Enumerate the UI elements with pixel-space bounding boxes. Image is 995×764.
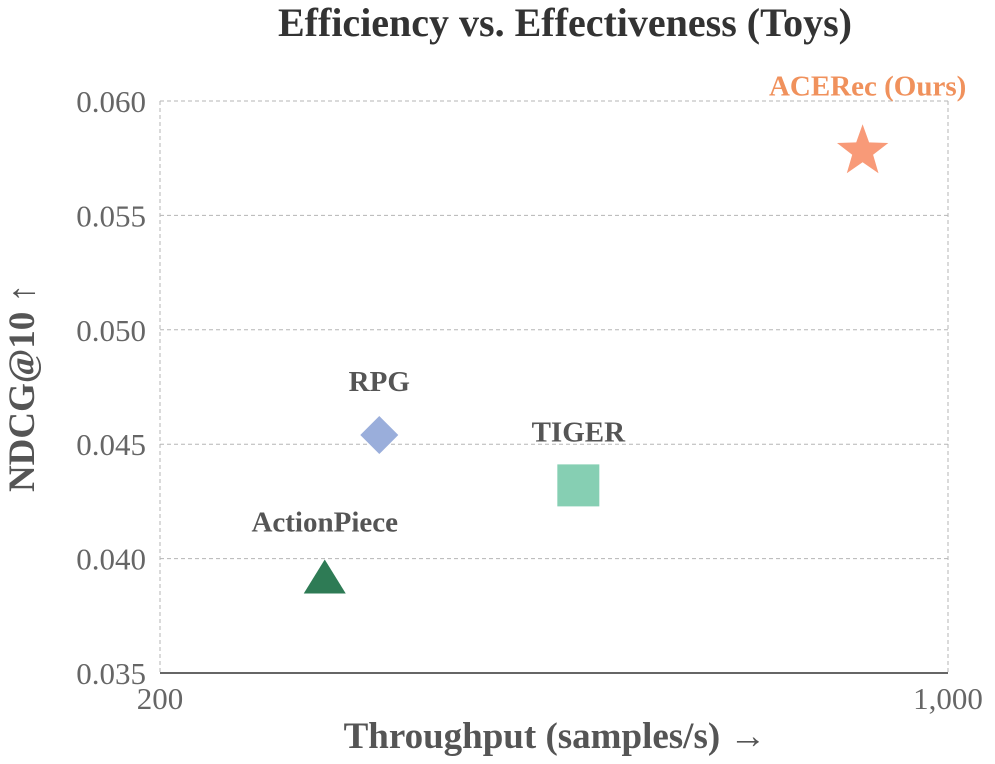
chart-title: Efficiency vs. Effectiveness (Toys) (278, 0, 852, 45)
point-label-actionpiece: ActionPiece (251, 506, 398, 538)
point-actionpiece (303, 559, 346, 594)
point-label-tiger: TIGER (532, 416, 627, 448)
y-tick-label: 0.060 (76, 84, 146, 119)
point-label-rpg: RPG (349, 366, 410, 398)
y-tick-label: 0.045 (76, 427, 146, 462)
x-axis-label: Throughput (samples/s) → (344, 716, 767, 757)
y-ticks: 0.035 0.040 0.045 0.050 0.055 0.060 (76, 84, 146, 691)
x-tick-label: 1,000 (913, 681, 983, 716)
point-label-acerec-ours: ACERec (Ours) (769, 70, 966, 102)
point-tiger (557, 464, 600, 507)
y-axis-label: NDCG@10 ↑ (2, 284, 43, 492)
y-tick-label: 0.050 (76, 313, 146, 348)
y-tick-label: 0.035 (76, 656, 146, 691)
x-tick-label: 200 (137, 681, 184, 716)
y-tick-label: 0.055 (76, 198, 146, 233)
points: ActionPiece RPG TIGER ACERec (Ours) (251, 70, 966, 594)
point-rpg (360, 416, 399, 455)
grid (159, 100, 949, 673)
y-tick-label: 0.040 (76, 542, 146, 577)
point-acerec-ours (837, 124, 889, 174)
x-ticks: 200 1,000 (137, 681, 983, 716)
